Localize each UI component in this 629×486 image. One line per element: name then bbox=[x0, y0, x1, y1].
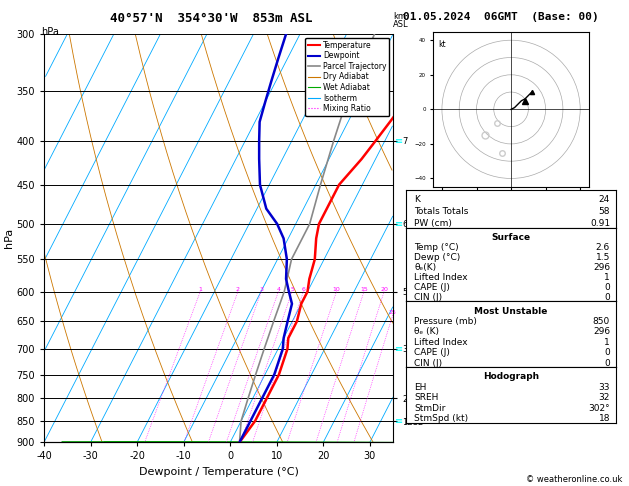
Text: Lifted Index: Lifted Index bbox=[414, 273, 468, 282]
Text: 0: 0 bbox=[604, 359, 610, 367]
Text: 1.5: 1.5 bbox=[596, 253, 610, 262]
Text: Totals Totals: Totals Totals bbox=[414, 207, 469, 216]
Text: 296: 296 bbox=[593, 328, 610, 336]
Text: PW (cm): PW (cm) bbox=[414, 219, 452, 228]
Text: 3: 3 bbox=[259, 287, 263, 292]
Text: 1: 1 bbox=[198, 287, 202, 292]
Text: 32: 32 bbox=[599, 393, 610, 402]
Text: CAPE (J): CAPE (J) bbox=[414, 283, 450, 293]
Text: K: K bbox=[414, 195, 420, 205]
Text: CAPE (J): CAPE (J) bbox=[414, 348, 450, 357]
Text: 33: 33 bbox=[599, 383, 610, 392]
Text: 10: 10 bbox=[333, 287, 340, 292]
Y-axis label: Mixing Ratio (g/kg): Mixing Ratio (g/kg) bbox=[429, 192, 439, 284]
Text: 0: 0 bbox=[604, 348, 610, 357]
Text: ASL: ASL bbox=[393, 20, 409, 30]
Text: hPa: hPa bbox=[41, 27, 58, 37]
Text: Surface: Surface bbox=[491, 233, 531, 243]
Text: 25: 25 bbox=[389, 310, 397, 315]
Text: θₑ(K): θₑ(K) bbox=[414, 263, 437, 272]
Text: Most Unstable: Most Unstable bbox=[474, 307, 548, 315]
Text: Lifted Index: Lifted Index bbox=[414, 338, 468, 347]
Text: 6: 6 bbox=[301, 287, 305, 292]
Text: © weatheronline.co.uk: © weatheronline.co.uk bbox=[526, 474, 623, 484]
Text: CIN (J): CIN (J) bbox=[414, 359, 442, 367]
Text: CIN (J): CIN (J) bbox=[414, 294, 442, 302]
Text: 1: 1 bbox=[604, 273, 610, 282]
Text: 850: 850 bbox=[593, 317, 610, 326]
Text: Dewp (°C): Dewp (°C) bbox=[414, 253, 460, 262]
Text: 18: 18 bbox=[599, 415, 610, 423]
Text: 01.05.2024  06GMT  (Base: 00): 01.05.2024 06GMT (Base: 00) bbox=[403, 12, 598, 22]
Text: 296: 296 bbox=[593, 263, 610, 272]
Text: 1: 1 bbox=[604, 338, 610, 347]
Text: 40°57'N  354°30'W  853m ASL: 40°57'N 354°30'W 853m ASL bbox=[110, 12, 313, 25]
Text: Pressure (mb): Pressure (mb) bbox=[414, 317, 477, 326]
Text: ≡: ≡ bbox=[395, 344, 403, 354]
Text: Temp (°C): Temp (°C) bbox=[414, 243, 459, 252]
Y-axis label: hPa: hPa bbox=[4, 228, 14, 248]
Text: 4: 4 bbox=[276, 287, 281, 292]
Text: ≡: ≡ bbox=[395, 219, 403, 229]
Text: 302°: 302° bbox=[589, 404, 610, 413]
Text: StmDir: StmDir bbox=[414, 404, 445, 413]
Text: 15: 15 bbox=[360, 287, 368, 292]
Text: 0: 0 bbox=[604, 294, 610, 302]
Text: ≡: ≡ bbox=[395, 416, 403, 426]
Text: 0.91: 0.91 bbox=[590, 219, 610, 228]
Text: 24: 24 bbox=[599, 195, 610, 205]
Text: kt: kt bbox=[438, 40, 446, 49]
Text: 2.6: 2.6 bbox=[596, 243, 610, 252]
Text: 2: 2 bbox=[236, 287, 240, 292]
Text: StmSpd (kt): StmSpd (kt) bbox=[414, 415, 468, 423]
Text: 5: 5 bbox=[290, 287, 294, 292]
Text: θₑ (K): θₑ (K) bbox=[414, 328, 439, 336]
Legend: Temperature, Dewpoint, Parcel Trajectory, Dry Adiabat, Wet Adiabat, Isotherm, Mi: Temperature, Dewpoint, Parcel Trajectory… bbox=[305, 38, 389, 116]
Text: 20: 20 bbox=[380, 287, 388, 292]
X-axis label: Dewpoint / Temperature (°C): Dewpoint / Temperature (°C) bbox=[138, 467, 299, 477]
Text: Hodograph: Hodograph bbox=[483, 372, 539, 381]
Text: km: km bbox=[393, 12, 406, 21]
Text: EH: EH bbox=[414, 383, 426, 392]
Text: ≡: ≡ bbox=[395, 136, 403, 146]
Text: 0: 0 bbox=[604, 283, 610, 293]
Text: SREH: SREH bbox=[414, 393, 438, 402]
Text: 58: 58 bbox=[599, 207, 610, 216]
